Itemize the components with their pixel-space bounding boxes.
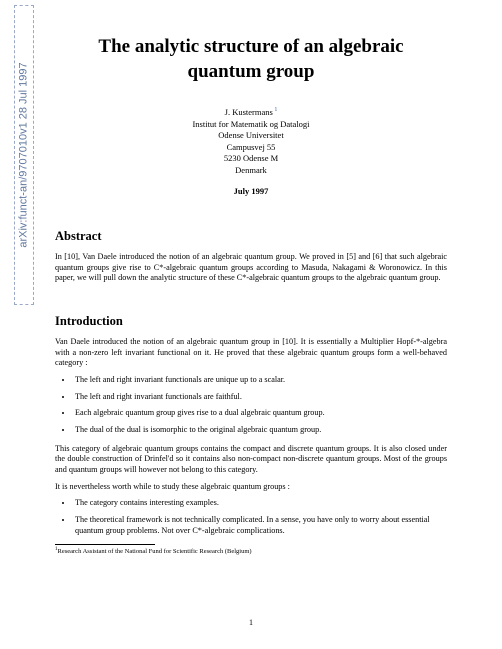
list-item: The category contains interesting exampl… <box>73 498 447 509</box>
list-item: The left and right invariant functionals… <box>73 375 447 386</box>
list-item: Each algebraic quantum group gives rise … <box>73 408 447 419</box>
footnote: 1Research Assistant of the National Fund… <box>55 547 447 556</box>
intro-paragraph: Van Daele introduced the notion of an al… <box>55 337 447 369</box>
affiliation-line: Denmark <box>235 165 267 175</box>
footnote-rule <box>55 544 155 545</box>
footnote-text: Research Assistant of the National Fund … <box>58 548 252 555</box>
footnote-marker: 1 <box>273 107 278 113</box>
arxiv-stamp: arXiv:funct-an/9707010v1 28 Jul 1997 <box>14 5 34 305</box>
intro-paragraph: This category of algebraic quantum group… <box>55 444 447 476</box>
abstract-heading: Abstract <box>55 229 447 244</box>
list-item: The theoretical framework is not technic… <box>73 515 447 536</box>
title-line-2: quantum group <box>188 61 315 82</box>
introduction-heading: Introduction <box>55 314 447 329</box>
page-content: The analytic structure of an algebraic q… <box>55 35 447 629</box>
paper-date: July 1997 <box>55 186 447 196</box>
paper-title: The analytic structure of an algebraic q… <box>55 35 447 84</box>
page-number: 1 <box>55 618 447 627</box>
affiliation-line: Campusvej 55 <box>227 142 276 152</box>
intro-paragraph: It is nevertheless worth while to study … <box>55 482 447 493</box>
bullet-list-2: The category contains interesting exampl… <box>73 498 447 536</box>
abstract-body: In [10], Van Daele introduced the notion… <box>55 252 447 284</box>
arxiv-id: arXiv:funct-an/9707010v1 28 Jul 1997 <box>18 62 30 247</box>
author-block: J. Kustermans 1 Institut for Matematik o… <box>55 106 447 176</box>
affiliation-line: 5230 Odense M <box>224 153 278 163</box>
title-line-1: The analytic structure of an algebraic <box>98 36 403 57</box>
affiliation-line: Odense Universitet <box>218 130 283 140</box>
author-name: J. Kustermans <box>225 107 273 117</box>
list-item: The dual of the dual is isomorphic to th… <box>73 425 447 436</box>
affiliation-line: Institut for Matematik og Datalogi <box>192 119 309 129</box>
bullet-list-1: The left and right invariant functionals… <box>73 375 447 436</box>
list-item: The left and right invariant functionals… <box>73 392 447 403</box>
